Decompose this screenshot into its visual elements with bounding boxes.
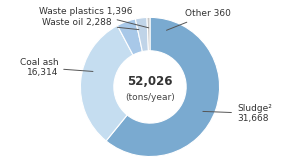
Text: (tons/year): (tons/year) (125, 93, 175, 102)
Text: Sludge²
31,668: Sludge² 31,668 (203, 104, 272, 123)
Wedge shape (135, 17, 148, 52)
Text: Waste oil 2,288: Waste oil 2,288 (42, 18, 139, 30)
Wedge shape (147, 17, 150, 51)
Text: 52,026: 52,026 (127, 75, 173, 88)
Text: Coal ash
16,314: Coal ash 16,314 (20, 58, 93, 77)
Wedge shape (106, 17, 220, 156)
Wedge shape (80, 26, 133, 141)
Text: Waste plastics 1,396: Waste plastics 1,396 (39, 7, 149, 28)
Wedge shape (117, 19, 142, 55)
Text: Other 360: Other 360 (167, 9, 231, 30)
